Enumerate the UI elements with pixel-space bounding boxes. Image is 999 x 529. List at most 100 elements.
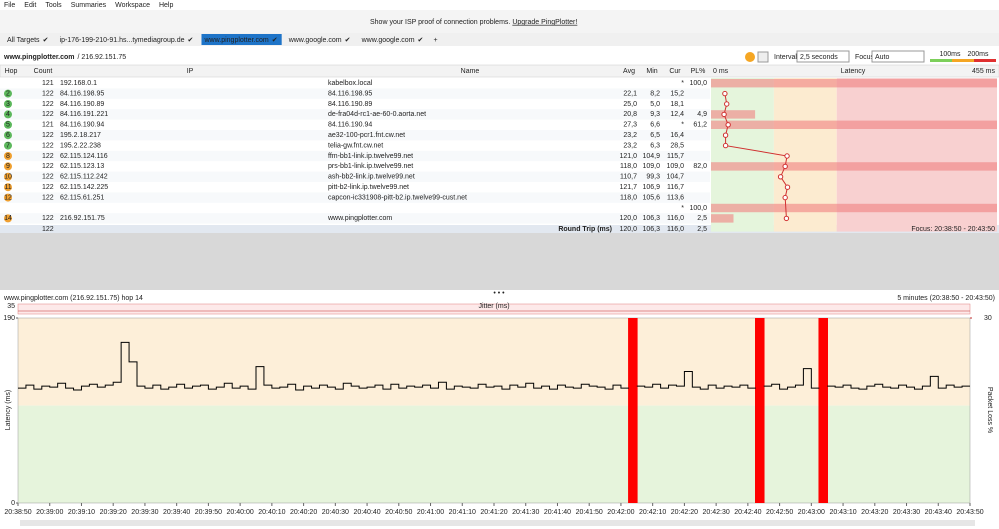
latency-marker: [722, 90, 728, 97]
banner-link[interactable]: Upgrade PingPlotter!: [512, 19, 577, 26]
cell: 121: [42, 122, 54, 129]
y2-tick-label: 30: [984, 315, 992, 322]
cell: 18,1: [670, 101, 684, 108]
cell: 84.116.190.89: [328, 101, 372, 108]
hop-number: 3: [6, 101, 10, 108]
x-tick-label: 20:38:50: [4, 509, 31, 516]
threshold-label: 100ms: [939, 51, 961, 58]
hop-badge: [4, 120, 12, 129]
summary-cell: 2,5: [697, 226, 707, 233]
cell: 122: [42, 132, 54, 139]
cell: 106,9: [642, 184, 660, 191]
cell: 122: [42, 111, 54, 118]
packet-loss-bar: [755, 318, 765, 503]
cell: 122: [42, 163, 54, 170]
cell: 84.116.190.94: [328, 122, 372, 129]
hop-badge: [4, 131, 12, 140]
latency-marker: [777, 174, 784, 180]
tab-check: ✔: [345, 37, 351, 44]
packet-loss-bar: [711, 203, 997, 213]
tab[interactable]: [201, 34, 282, 45]
cell: 25,0: [623, 101, 637, 108]
y-axis-label: Latency (ms): [5, 390, 12, 430]
cell: 109,0: [642, 163, 660, 170]
menu-item[interactable]: Workspace: [115, 2, 150, 9]
hop-number: 9: [6, 163, 10, 170]
latency-marker: [725, 122, 731, 128]
scrollbar[interactable]: [20, 520, 975, 526]
cell: 61,2: [693, 122, 707, 129]
x-tick-label: 20:39:50: [195, 509, 222, 516]
new-tab[interactable]: +: [434, 37, 438, 44]
cell: 12,4: [670, 111, 684, 118]
hop-number: 2: [6, 90, 10, 97]
cell: 116,0: [667, 215, 684, 222]
cell: ae32-100-pcr1.fnt.cw.net: [328, 132, 405, 139]
cell: 121: [42, 80, 54, 87]
cell: 6,3: [650, 142, 660, 149]
latency-marker: [724, 101, 730, 107]
x-tick-label: 20:40:10: [258, 509, 285, 516]
hop-badge: [4, 214, 12, 223]
menu-item[interactable]: Tools: [45, 2, 62, 9]
latency-marker: [782, 163, 788, 170]
hop-badge: [4, 110, 12, 119]
cell: 110,7: [620, 174, 637, 181]
pause-dropdown[interactable]: [757, 51, 769, 63]
focus-value: Auto: [875, 54, 890, 61]
cell: 118,0: [620, 163, 637, 170]
x-tick-label: 20:39:40: [163, 509, 190, 516]
column-header: Cur: [669, 68, 681, 75]
summary-cell: 116,0: [667, 226, 684, 233]
cell: 23,2: [623, 142, 637, 149]
cell: 62.115.123.13: [60, 163, 104, 170]
cell: 104,7: [666, 174, 684, 181]
tab-label[interactable]: www.pingplotter.com: [203, 37, 268, 44]
focus-select[interactable]: [871, 50, 925, 63]
y2-axis-label: Packet Loss %: [986, 387, 993, 433]
menu-item[interactable]: Summaries: [71, 2, 107, 9]
x-tick-label: 20:40:30: [322, 509, 349, 516]
tab-label[interactable]: www.google.com: [361, 37, 415, 44]
pause-button[interactable]: [745, 52, 755, 62]
row-stripe: [0, 109, 710, 120]
hop-number: 12: [4, 194, 12, 201]
menu-item[interactable]: File: [4, 2, 15, 9]
tab-label[interactable]: ip-176-199-210-91.hs...tymediagroup.de: [60, 37, 185, 44]
tab-label[interactable]: All Targets: [7, 37, 40, 44]
x-tick-label: 20:41:20: [480, 509, 507, 516]
cell: capcon-ic331908-pitt-b2.ip.twelve99-cust…: [328, 194, 467, 201]
x-tick-label: 20:43:20: [861, 509, 888, 516]
hop-number: 11: [4, 184, 11, 191]
cell: 9,3: [650, 111, 660, 118]
interval-select[interactable]: [796, 50, 850, 63]
column-header: Latency: [841, 68, 866, 75]
x-tick-label: 20:39:00: [36, 509, 63, 516]
splitter[interactable]: • • •: [493, 290, 505, 297]
row-stripe: [0, 150, 710, 162]
cell: 84.116.198.95: [60, 90, 104, 97]
menu-item[interactable]: Edit: [24, 2, 36, 9]
cell: 122: [42, 153, 54, 160]
x-tick-label: 20:42:40: [734, 509, 761, 516]
x-tick-label: 20:41:40: [544, 509, 571, 516]
cell: 195.2.18.217: [60, 132, 101, 139]
hop-number: 8: [6, 153, 10, 160]
cell: 6,5: [650, 132, 660, 139]
cell: 2,5: [697, 215, 707, 222]
packet-loss-bar: [711, 214, 734, 223]
x-tick-label: 20:43:30: [893, 509, 920, 516]
x-tick-label: 20:39:10: [68, 509, 95, 516]
cell: prs-bb1-link.ip.twelve99.net: [328, 163, 413, 170]
cell: *: [681, 80, 684, 87]
cell: 104,9: [642, 153, 660, 160]
cell: 62.115.112.242: [60, 174, 108, 181]
cell: 84.116.198.95: [328, 90, 372, 97]
tab-check: ✔: [418, 37, 424, 44]
cell: 122: [42, 184, 54, 191]
menu-item[interactable]: Help: [159, 2, 174, 9]
packet-loss-bar: [711, 110, 756, 119]
cell: 106,3: [642, 215, 660, 222]
tab-label[interactable]: www.google.com: [288, 37, 342, 44]
